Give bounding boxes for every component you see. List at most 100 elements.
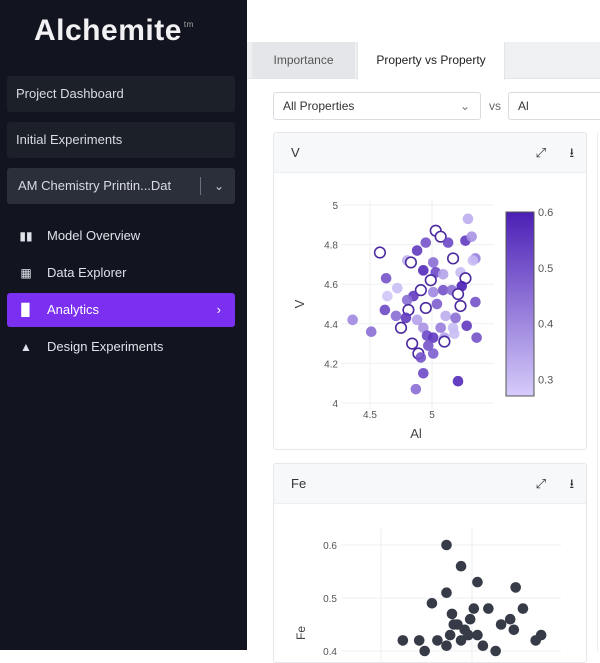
data-point	[431, 298, 443, 310]
x-property-select[interactable]: Al	[508, 92, 600, 120]
data-point	[379, 304, 391, 316]
y-tick-label: 0.5	[323, 594, 337, 605]
sidebar-item-data-explorer[interactable]: ▦ Data Explorer	[7, 256, 235, 290]
flask-icon: ▲	[20, 340, 32, 354]
data-point	[373, 246, 387, 259]
data-point	[530, 635, 541, 646]
project-dashboard-button[interactable]: Project Dashboard	[7, 76, 235, 112]
data-point	[380, 272, 392, 284]
sidebar-item-design-experiments[interactable]: ▲ Design Experiments	[7, 330, 235, 364]
tab-importance[interactable]: Importance	[252, 42, 355, 79]
property-select[interactable]: All Properties ⌄	[273, 92, 481, 120]
data-point	[495, 619, 507, 630]
expand-icon[interactable]: ⤢	[535, 476, 546, 491]
data-point	[444, 629, 456, 641]
data-point	[419, 301, 432, 315]
nav-label: Data Explorer	[47, 265, 127, 280]
colorbar	[505, 211, 535, 397]
data-point	[391, 282, 403, 294]
scatter-plot-fe: 0.4 0.5 0.6 Fe	[294, 529, 561, 662]
data-point	[427, 286, 439, 298]
chart-title: Fe	[291, 476, 307, 491]
data-point	[472, 629, 483, 641]
sidebar-item-model-overview[interactable]: ▮▮ Model Overview	[7, 219, 235, 253]
y-tick-label: 4.8	[324, 241, 338, 252]
data-point	[451, 288, 465, 301]
chevron-right-icon: ›	[216, 302, 221, 317]
property-select-value: All Properties	[283, 99, 355, 113]
data-point	[452, 619, 463, 630]
dataset-select[interactable]: AM Chemistry Printin...Dat ⌄	[7, 168, 235, 204]
grid-icon: ▦	[20, 266, 32, 280]
tab-bar: Importance Property vs Property	[247, 42, 600, 80]
colorbar-tick-label: 0.5	[538, 263, 553, 275]
sidebar-item-analytics[interactable]: ▉ Analytics ›	[7, 293, 235, 327]
data-point	[470, 296, 481, 308]
data-point	[477, 640, 489, 651]
main-panel: Importance Property vs Property All Prop…	[247, 0, 600, 663]
data-point	[414, 284, 427, 297]
nav-label: Model Overview	[47, 228, 141, 243]
x-tick-label: 5	[429, 410, 435, 421]
y-axis-label: V	[292, 299, 307, 308]
logo-text: Alchemite	[34, 14, 182, 47]
data-point	[442, 237, 454, 248]
data-point	[434, 230, 447, 243]
data-point	[455, 635, 467, 646]
expand-icon[interactable]: ⤢	[535, 145, 546, 160]
data-point	[420, 237, 432, 248]
data-point	[382, 290, 393, 302]
data-point	[483, 603, 494, 614]
data-point	[462, 213, 474, 225]
data-point	[437, 284, 449, 296]
data-point	[411, 314, 423, 326]
data-point	[517, 603, 529, 614]
chevron-down-icon[interactable]: ⌄	[213, 179, 224, 193]
colorbar-tick-label: 0.6	[538, 207, 553, 219]
y-tick-label: 0.6	[323, 541, 337, 552]
y-tick-label: 4	[332, 399, 338, 410]
data-point	[418, 265, 429, 276]
data-point	[401, 294, 413, 306]
y-tick-label: 4.6	[324, 280, 338, 291]
y-tick-label: 0.4	[323, 647, 337, 658]
select-divider	[200, 177, 201, 195]
data-point	[419, 645, 430, 657]
data-point	[441, 587, 452, 598]
data-point	[437, 269, 449, 280]
x-axis-label: Al	[410, 426, 422, 441]
data-point	[418, 322, 429, 334]
alchemite-logo: Alchemite tm	[34, 14, 194, 48]
data-point	[508, 624, 520, 636]
data-point	[472, 576, 483, 588]
data-point	[422, 340, 434, 351]
data-point	[441, 539, 452, 551]
download-icon[interactable]: ⭳	[569, 145, 574, 160]
data-point	[471, 332, 482, 343]
data-point	[400, 312, 412, 324]
data-point	[438, 335, 451, 348]
initial-experiments-button[interactable]: Initial Experiments	[7, 122, 235, 158]
data-point	[426, 598, 438, 609]
data-point	[466, 231, 477, 242]
data-point	[449, 328, 460, 339]
data-point	[464, 613, 476, 625]
data-point	[411, 245, 423, 256]
chart-card-fe: Fe ⤢ ⭳ 0.4 0.5 0.6 Fe	[273, 463, 587, 663]
data-point	[446, 252, 460, 265]
y-tick-label: 5	[332, 201, 338, 212]
data-point	[365, 326, 377, 338]
y-axis-label: Fe	[294, 626, 308, 640]
data-point	[467, 255, 479, 266]
data-point	[424, 274, 437, 287]
data-point	[450, 312, 461, 324]
download-icon[interactable]: ⭳	[569, 476, 574, 491]
tab-property-vs-property[interactable]: Property vs Property	[357, 42, 505, 80]
data-point	[490, 645, 501, 657]
data-point	[432, 635, 443, 646]
data-point	[510, 582, 521, 593]
dataset-select-value: AM Chemistry Printin...Dat	[18, 178, 172, 193]
x-select-value: Al	[518, 99, 529, 113]
data-point	[461, 320, 473, 332]
vs-label: vs	[489, 99, 501, 113]
